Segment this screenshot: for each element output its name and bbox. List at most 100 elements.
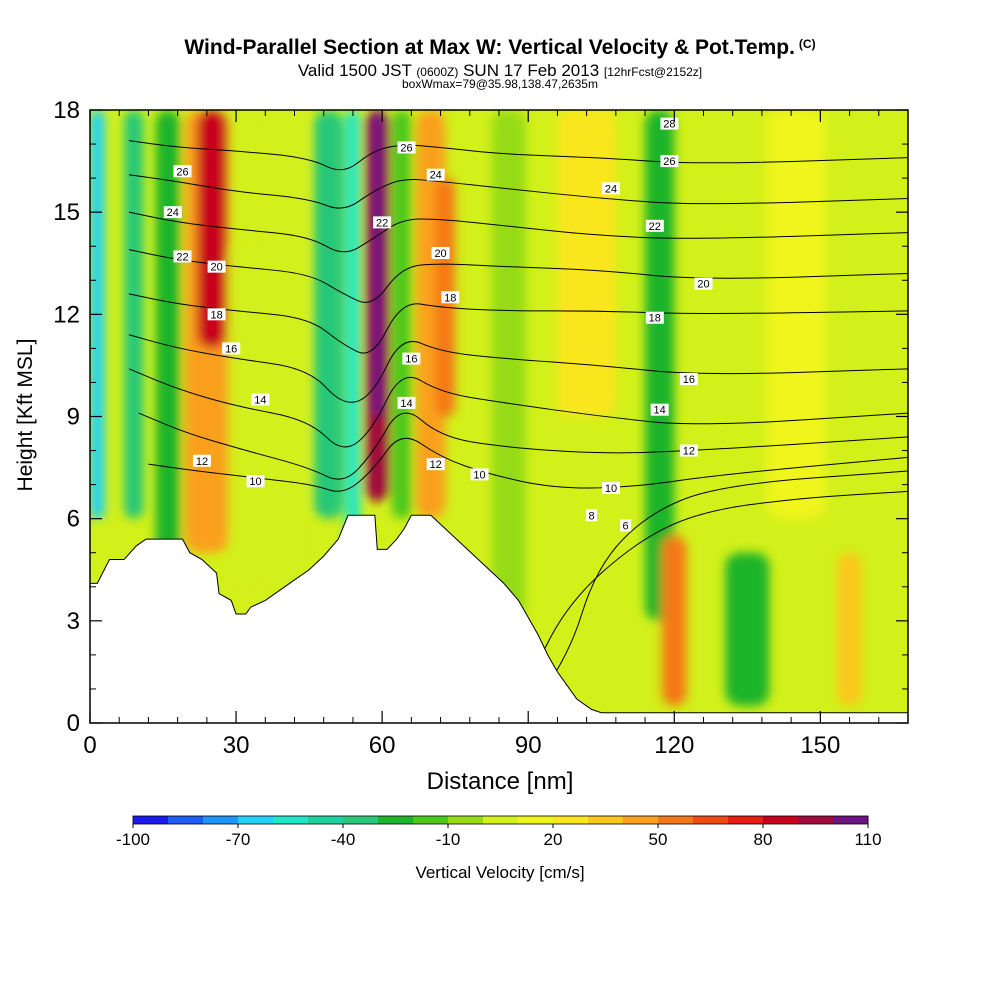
velocity-feature-5	[228, 246, 254, 587]
colorbar-swatch	[728, 816, 764, 824]
contour-label: 18	[207, 308, 226, 321]
y-tick-label: 12	[53, 301, 80, 328]
colorbar-tick-label: -40	[331, 830, 356, 849]
colorbar-swatch	[203, 816, 239, 824]
contour-label-text: 12	[196, 456, 208, 468]
y-tick-label: 0	[67, 710, 80, 737]
contour-label: 20	[431, 247, 450, 260]
chart-boxwmax: boxWmax=79@35.98,138.47,2635m	[402, 77, 598, 91]
chart-title: Wind-Parallel Section at Max W: Vertical…	[0, 36, 1000, 60]
contour-label-text: 26	[176, 166, 188, 178]
x-tick-label: 60	[369, 732, 396, 759]
contour-label: 24	[601, 182, 620, 195]
y-tick-label: 18	[53, 97, 80, 124]
colorbar-swatch	[553, 816, 589, 824]
colorbar-swatch	[518, 816, 554, 824]
contour-label-text: 26	[663, 156, 675, 168]
contour-label-text: 20	[434, 248, 446, 260]
contour-label-text: 14	[400, 398, 412, 410]
contour-label-text: 10	[473, 469, 485, 481]
y-tick-label: 6	[67, 506, 80, 533]
contour-label: 20	[207, 260, 226, 274]
x-axis-label: Distance [nm]	[426, 768, 574, 795]
colorbar-swatch	[693, 816, 729, 824]
contour-label-text: 24	[430, 170, 442, 182]
contour-label-text: 18	[210, 309, 222, 321]
chart-subtitle: Valid 1500 JST (0600Z) SUN 17 Feb 2013 […	[0, 61, 1000, 81]
contour-label-text: 14	[254, 394, 266, 406]
theta-contour-18	[128, 293, 908, 354]
y-tick-label: 9	[67, 404, 80, 431]
contour-label: 26	[397, 141, 416, 154]
velocity-feature-15	[557, 110, 616, 417]
colorbar-swatch	[378, 816, 414, 824]
terrain-mask	[90, 514, 908, 723]
contour-label: 24	[163, 206, 182, 219]
colorbar-tick-label: 80	[754, 830, 773, 849]
velocity-feature-10	[371, 110, 384, 417]
colorbar-swatch	[308, 816, 344, 824]
theta-contour-22	[128, 211, 908, 253]
contour-label: 26	[660, 155, 679, 168]
contour-label-text: 8	[588, 510, 594, 522]
velocity-feature-17	[662, 535, 687, 706]
theta-contour-26	[128, 140, 908, 171]
contour-label-text: 20	[210, 262, 222, 274]
velocity-feature-19	[766, 110, 826, 519]
theta-contour-10	[148, 437, 908, 492]
theta-contour-20	[128, 249, 908, 303]
velocity-feature-14	[491, 110, 526, 621]
colorbar-swatch	[798, 816, 834, 824]
subtitle-utc: (0600Z)	[416, 65, 459, 79]
contour-label: 18	[645, 311, 664, 325]
velocity-feature-18	[725, 552, 770, 706]
colorbar-swatch	[133, 816, 169, 824]
colorbar-swatch	[168, 816, 204, 824]
colorbar-tick-label: -10	[436, 830, 461, 849]
contour-label-text: 28	[663, 119, 675, 131]
contour-label-text: 22	[376, 217, 388, 229]
contour-label-text: 10	[605, 483, 617, 495]
colorbar-swatch	[658, 816, 694, 824]
contour-label: 22	[645, 219, 664, 233]
contour-label: 14	[251, 393, 270, 406]
contour-label: 12	[426, 458, 445, 471]
contour-label: 14	[397, 396, 416, 410]
colorbar-swatch	[238, 816, 274, 824]
contour-label: 16	[679, 373, 698, 386]
colorbar-swatch	[623, 816, 659, 824]
contour-label-text: 12	[683, 446, 695, 458]
x-tick-label: 150	[800, 732, 840, 759]
theta-contour-24	[128, 174, 908, 209]
subtitle-valid-time: Valid 1500 JST	[297, 61, 412, 80]
contour-label: 22	[373, 216, 392, 229]
x-tick-label: 30	[223, 732, 250, 759]
velocity-feature-11	[391, 110, 412, 519]
contour-label-text: 26	[400, 142, 412, 154]
colorbar-label: Vertical Velocity [cm/s]	[415, 863, 585, 882]
colorbar-frame	[132, 815, 869, 825]
contour-label-text: 22	[176, 251, 188, 263]
contour-label: 12	[679, 444, 698, 458]
subtitle-date: SUN 17 Feb 2013	[463, 61, 600, 80]
velocity-feature-7	[313, 110, 344, 519]
contour-label-text: 6	[623, 520, 629, 532]
contour-label: 12	[192, 454, 211, 468]
contour-label-text: 24	[605, 183, 617, 195]
contour-label-text: 24	[167, 207, 179, 219]
x-tick-label: 0	[83, 732, 96, 759]
chart-title-tag: (C)	[798, 37, 816, 51]
contour-label: 8	[586, 509, 598, 522]
subtitle-forecast: [12hrFcst@2152z]	[603, 65, 703, 79]
colorbar-tick-label: 110	[854, 830, 881, 849]
colorbar-tick-label: -100	[116, 830, 150, 849]
velocity-feature-1	[124, 110, 144, 519]
contour-label: 18	[441, 291, 460, 304]
contour-label: 28	[660, 117, 679, 131]
contour-label-text: 16	[225, 343, 237, 355]
colorbar-swatch	[833, 816, 869, 824]
contour-label: 22	[173, 250, 192, 263]
velocity-feature-4	[197, 110, 227, 349]
colorbar-swatch	[448, 816, 484, 824]
